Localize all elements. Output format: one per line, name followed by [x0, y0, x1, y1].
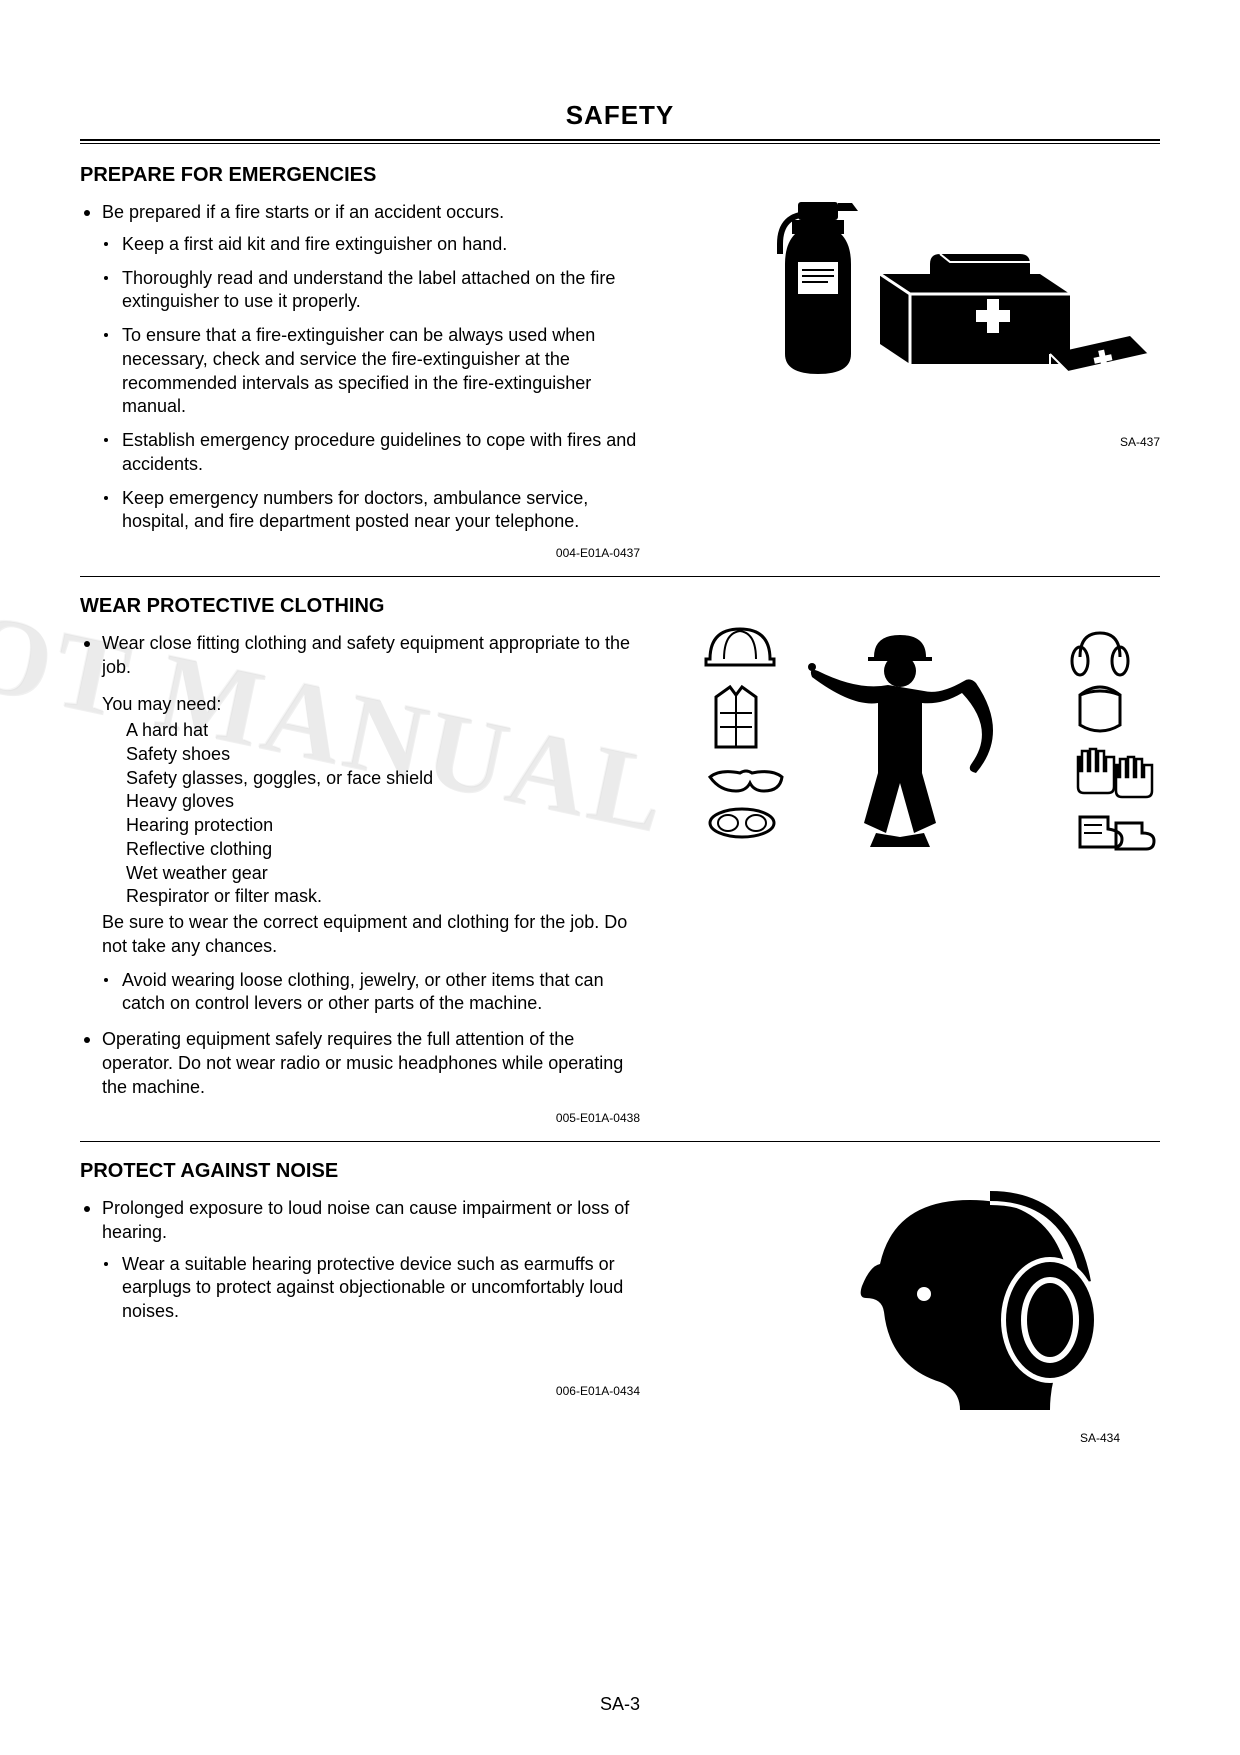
page-number: SA-3 [0, 1694, 1240, 1715]
bullet-main: Operating equipment safely requires the … [80, 1028, 640, 1099]
earmuff-head-icon [850, 1190, 1120, 1420]
need-item: Safety shoes [126, 743, 640, 767]
section-rule [80, 1141, 1160, 1142]
need-after: Be sure to wear the correct equipment an… [102, 911, 640, 959]
text-col-emergencies: Be prepared if a fire starts or if an ac… [80, 201, 640, 562]
need-item: Heavy gloves [126, 790, 640, 814]
section-emergencies: PREPARE FOR EMERGENCIES Be prepared if a… [80, 164, 1160, 562]
need-item: Reflective clothing [126, 838, 640, 862]
bullet-sub: Establish emergency procedure guidelines… [102, 429, 640, 477]
title-rule [80, 139, 1160, 144]
doc-code: 006-E01A-0434 [80, 1384, 640, 1400]
need-item: Wet weather gear [126, 862, 640, 886]
heading-clothing: WEAR PROTECTIVE CLOTHING [80, 595, 1160, 618]
figure-caption: SA-434 [850, 1431, 1120, 1445]
bullet-sub: Avoid wearing loose clothing, jewelry, o… [102, 969, 640, 1017]
need-item: A hard hat [126, 719, 640, 743]
figure-clothing [700, 617, 1160, 882]
section-noise: PROTECT AGAINST NOISE Prolonged exposure… [80, 1160, 1160, 1400]
extinguisher-kit-icon [740, 184, 1160, 424]
ppe-icon [700, 617, 1160, 877]
text-col-noise: Prolonged exposure to loud noise can cau… [80, 1197, 640, 1400]
need-intro: You may need: [102, 693, 640, 717]
bullet-text: Be prepared if a fire starts or if an ac… [102, 202, 504, 222]
figure-caption: SA-437 [740, 435, 1160, 449]
need-item: Safety glasses, goggles, or face shield [126, 767, 640, 791]
need-item: Respirator or filter mask. [126, 885, 640, 909]
doc-code: 005-E01A-0438 [80, 1111, 640, 1127]
doc-code: 004-E01A-0437 [80, 546, 640, 562]
heading-noise: PROTECT AGAINST NOISE [80, 1160, 1160, 1183]
bullet-text: Wear close fitting clothing and safety e… [102, 633, 630, 677]
figure-emergencies: SA-437 [740, 184, 1160, 449]
bullet-sub: Keep emergency numbers for doctors, ambu… [102, 487, 640, 535]
bullet-main: Be prepared if a fire starts or if an ac… [80, 201, 640, 534]
figure-noise: SA-434 [850, 1190, 1120, 1445]
section-rule [80, 576, 1160, 577]
bullet-sub: Wear a suitable hearing protective devic… [102, 1253, 640, 1324]
bullet-main: Prolonged exposure to loud noise can cau… [80, 1197, 640, 1324]
page-title: SAFETY [80, 100, 1160, 131]
bullet-main: Wear close fitting clothing and safety e… [80, 632, 640, 1016]
need-item: Hearing protection [126, 814, 640, 838]
bullet-sub: Keep a first aid kit and fire extinguish… [102, 233, 640, 257]
section-clothing: WEAR PROTECTIVE CLOTHING Wear close fitt… [80, 595, 1160, 1127]
need-list: A hard hat Safety shoes Safety glasses, … [102, 719, 640, 909]
bullet-sub: To ensure that a fire-extinguisher can b… [102, 324, 640, 419]
text-col-clothing: Wear close fitting clothing and safety e… [80, 632, 640, 1127]
bullet-text: Operating equipment safely requires the … [102, 1029, 623, 1097]
bullet-text: Prolonged exposure to loud noise can cau… [102, 1198, 629, 1242]
bullet-sub: Thoroughly read and understand the label… [102, 267, 640, 315]
